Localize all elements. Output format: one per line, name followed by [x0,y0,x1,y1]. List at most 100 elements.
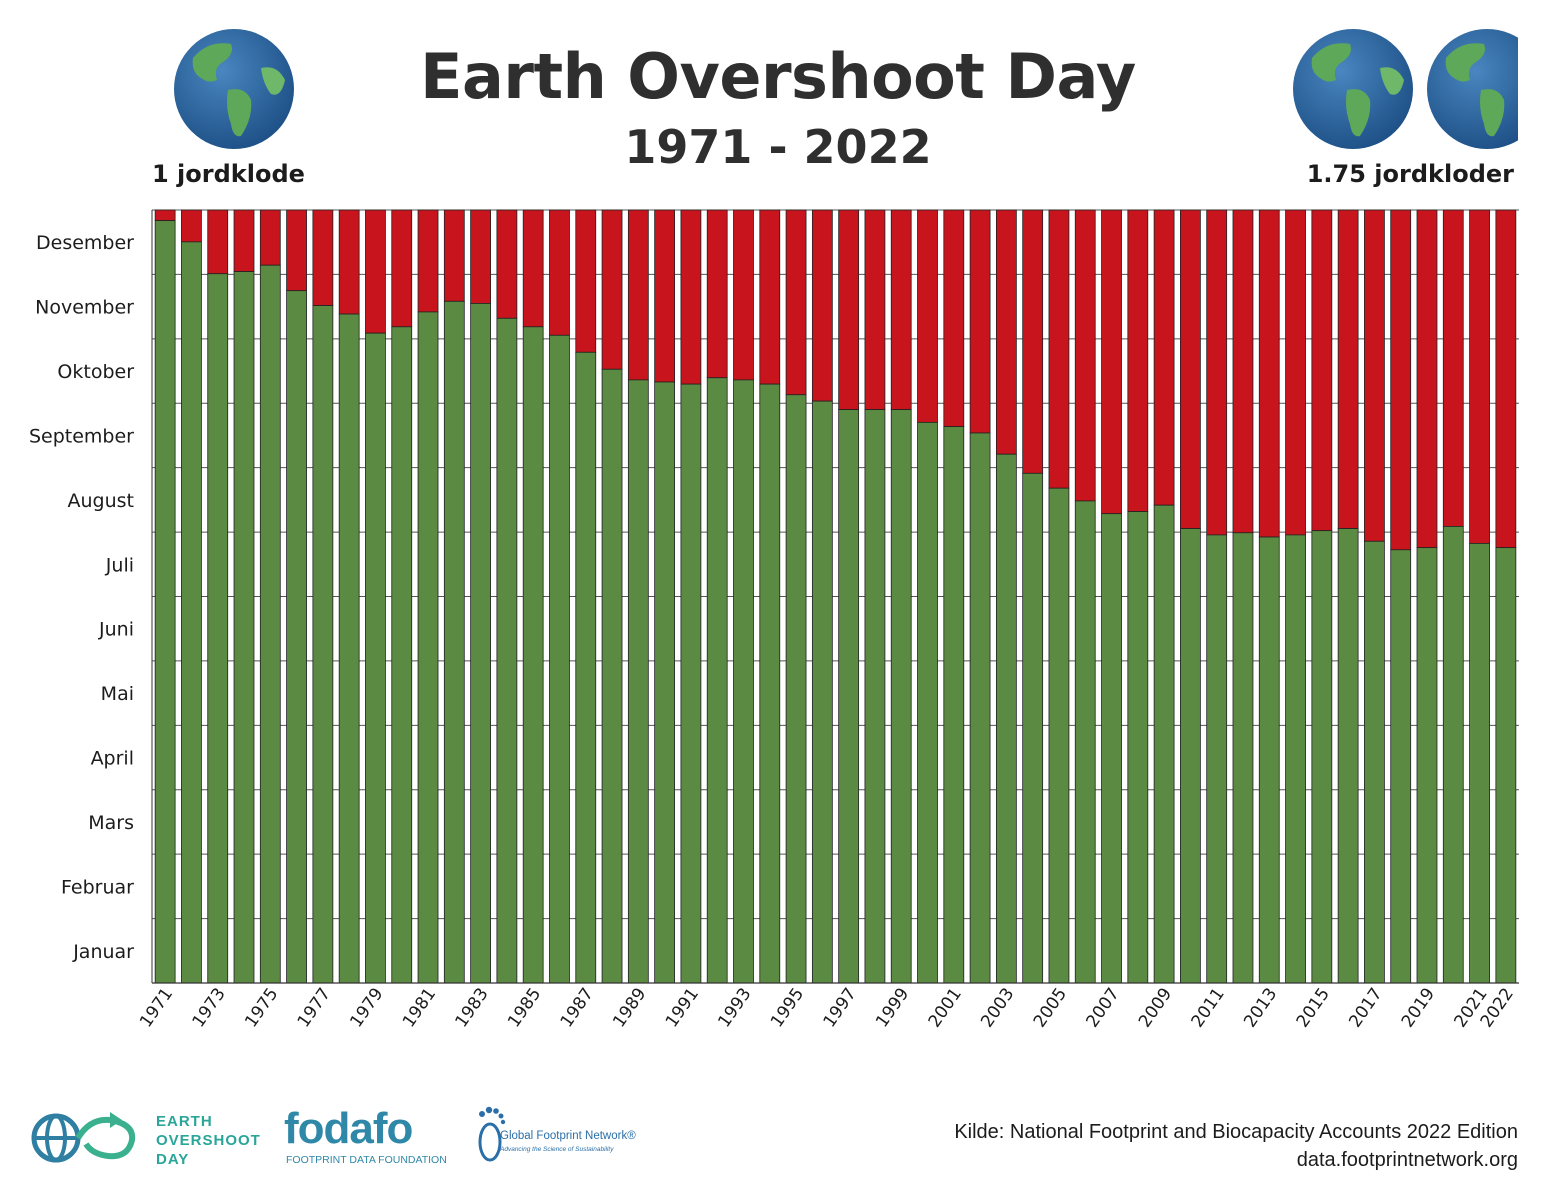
right-globe-label: 1.75 jordkloder [1306,160,1514,188]
within-budget-bar [969,432,991,984]
earth-globe-icon [174,29,294,149]
overshoot-bar [312,209,334,306]
within-budget-bar [549,334,570,984]
overshoot-bar [391,209,413,328]
overshoot-bar [1390,209,1412,551]
y-tick-label: September [29,425,134,447]
partial-earth-globe-icon [1427,29,1518,149]
overshoot-bar [969,209,991,434]
left-globe-label: 1 jordklode [152,160,305,188]
overshoot-bar [1469,209,1490,544]
overshoot-bar [154,209,176,222]
overshoot-bar [1258,209,1280,538]
x-tick-label: 2017 [1345,984,1386,1031]
overshoot-bar [1101,209,1122,515]
overshoot-bar [601,209,623,370]
overshoot-bar [759,209,781,385]
x-tick-label: 2005 [1030,984,1071,1031]
fodafo-subtitle: FOOTPRINT DATA FOUNDATION [286,1154,447,1166]
y-tick-label: Desember [36,232,134,254]
gfn-name: Global Footprint Network® [500,1130,636,1142]
x-tick-label: 1979 [346,984,387,1031]
overshoot-bar [1206,209,1228,536]
within-budget-bar [1206,534,1228,984]
x-tick-label: 1987 [557,984,598,1031]
overshoot-bar-chart: Januar Februar Mars April Mai Juni Juli August S… [29,209,1519,1031]
y-tick-label: Mars [88,812,134,834]
overshoot-bar [654,209,676,383]
overshoot-bar [522,209,544,328]
overshoot-bar [365,209,386,334]
y-tick-label: Januar [72,941,134,963]
within-budget-bar [680,383,702,984]
x-tick-label: 2015 [1293,984,1334,1031]
x-tick-label: 1985 [504,984,545,1031]
within-budget-bar [917,421,938,984]
y-tick-label: November [35,297,134,319]
footprint-icon [478,1106,506,1162]
overshoot-bar [1022,209,1044,474]
within-budget-bar [811,400,833,984]
earth-overshoot-day-logo: EARTH OVERSHOOT DAY [30,1108,280,1168]
overshoot-bar [1442,209,1464,527]
within-budget-bar [365,332,386,984]
source-note: Kilde: National Footprint and Biocapacit… [954,1118,1518,1174]
overshoot-bar [733,209,754,381]
within-budget-bar [1101,513,1122,984]
within-budget-bar [181,241,202,984]
overshoot-bar [1364,209,1385,542]
within-budget-bar [338,313,360,984]
overshoot-bar [207,209,229,275]
overshoot-bar [181,209,202,243]
x-tick-label: 1971 [136,984,177,1031]
eod-logo-line1: EARTH [156,1113,213,1130]
within-budget-bar [417,311,439,984]
within-budget-bar [759,383,781,984]
within-budget-bar [1285,534,1306,984]
within-budget-bar [154,220,176,984]
y-tick-label: Juni [98,619,134,641]
x-tick-label: 1999 [872,984,913,1031]
x-tick-label: 2001 [925,984,966,1031]
y-tick-label: August [68,490,135,512]
fodafo-wordmark: fodafo [284,1104,413,1153]
within-budget-bar [470,303,491,984]
x-tick-label: 2009 [1135,984,1176,1031]
source-line-1: Kilde: National Footprint and Biocapacit… [954,1121,1518,1143]
overshoot-bar [890,209,912,411]
within-budget-bar [496,317,518,984]
overshoot-bar [864,209,886,411]
overshoot-bar [233,209,255,272]
within-budget-bar [654,381,676,984]
overshoot-bar [1337,209,1359,529]
eod-logo-line3: DAY [156,1151,190,1168]
within-budget-bar [1416,547,1438,984]
earth-globe-icon [1293,29,1413,149]
within-budget-bar [575,351,597,984]
overshoot-bar [338,209,360,315]
x-tick-label: 1997 [820,984,861,1031]
overshoot-bar [1311,209,1333,532]
fodafo-logo: fodafo FOOTPRINT DATA FOUNDATION [284,1104,464,1170]
x-tick-label: 1983 [452,984,493,1031]
within-budget-bar [1364,540,1385,984]
x-tick-label: 2003 [977,984,1018,1031]
source-url: data.footprintnetwork.org [1296,1149,1518,1171]
within-budget-bar [733,379,754,984]
within-budget-bar [312,305,334,984]
overshoot-bar [1232,209,1254,534]
within-budget-bar [1048,487,1070,984]
x-tick-label: 2013 [1240,984,1281,1031]
within-budget-bar [522,326,544,984]
within-budget-bar [864,409,886,984]
overshoot-bar [1495,209,1517,549]
overshoot-bar [259,209,281,266]
within-budget-bar [1232,532,1254,984]
within-budget-bar [1127,511,1149,984]
y-tick-label: Februar [61,876,134,898]
within-budget-bar [1442,526,1464,984]
overshoot-bar [706,209,728,379]
x-tick-label: 1981 [399,984,440,1031]
chart-title: Earth Overshoot Day [420,40,1136,113]
overshoot-bar [443,209,465,302]
